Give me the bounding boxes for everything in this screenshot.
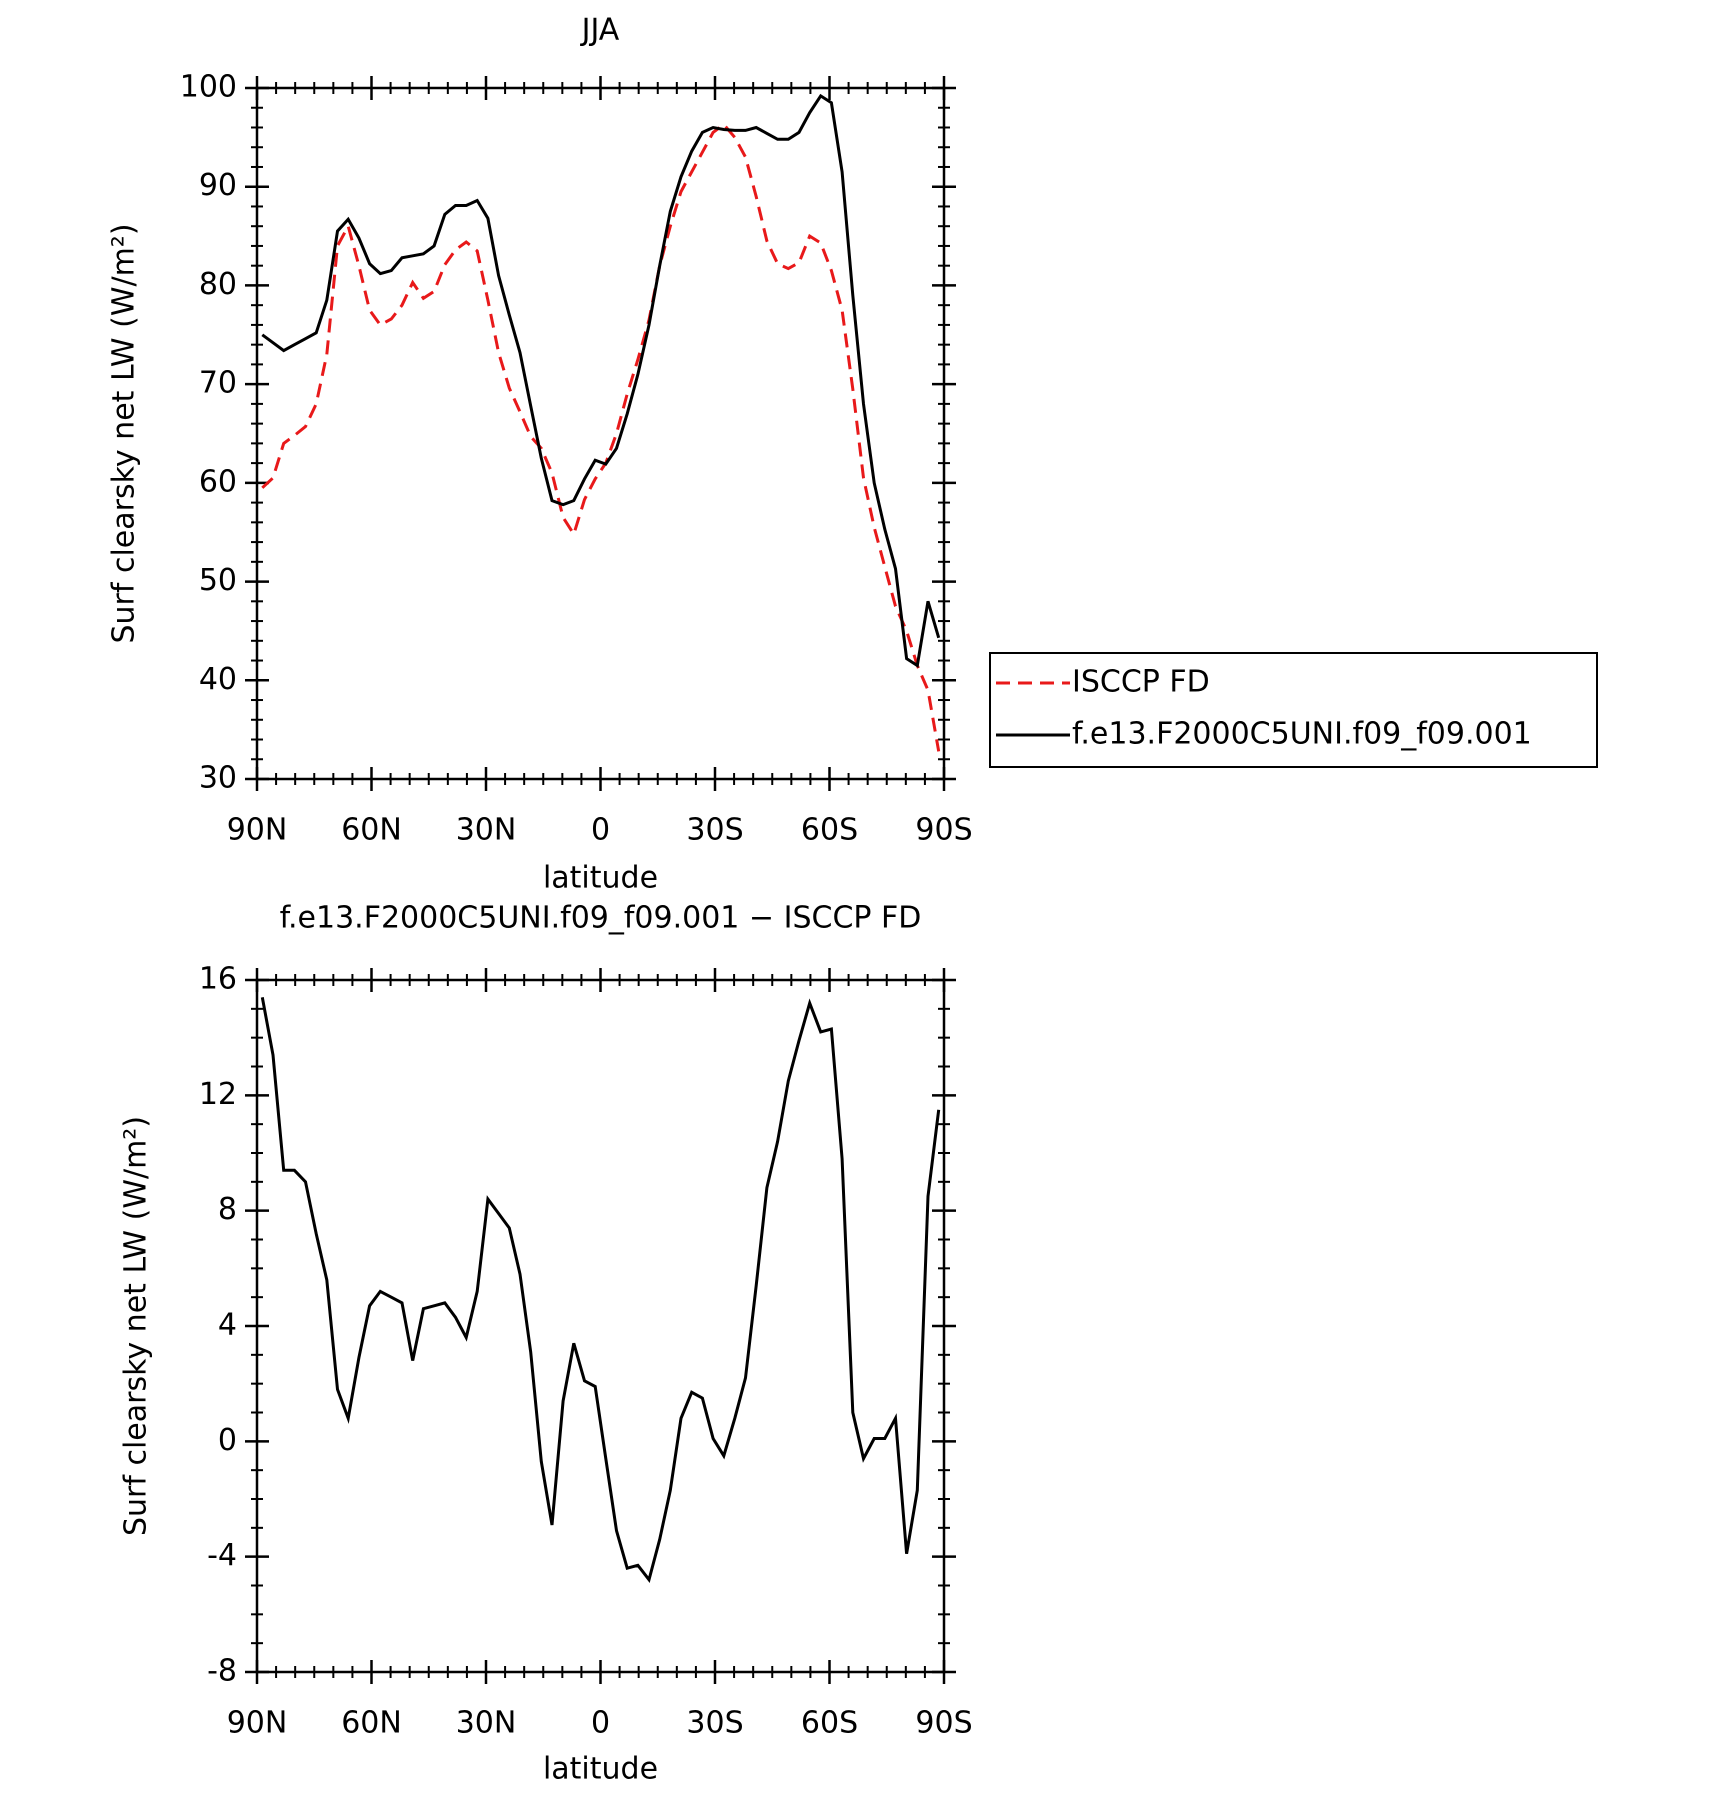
x-tick-label: 90S xyxy=(915,1706,972,1741)
x-tick-label: 30N xyxy=(456,813,517,848)
x-tick-label: 30S xyxy=(686,813,743,848)
chart-title: f.e13.F2000C5UNI.f09_f09.001 − ISCCP FD xyxy=(280,901,922,936)
y-tick-label: 70 xyxy=(199,366,237,401)
x-tick-label: 30S xyxy=(686,1706,743,1741)
x-tick-label: 60S xyxy=(801,813,858,848)
y-tick-label: -8 xyxy=(207,1654,237,1689)
y-axis-label: Surf clearsky net LW (W/m²) xyxy=(119,1116,154,1536)
x-tick-label: 60S xyxy=(801,1706,858,1741)
data-line xyxy=(261,122,941,752)
x-tick-label: 60N xyxy=(341,1706,402,1741)
y-tick-label: 60 xyxy=(199,464,237,499)
y-tick-label: 80 xyxy=(199,267,237,302)
y-axis-label: Surf clearsky net LW (W/m²) xyxy=(107,223,142,643)
y-tick-label: 90 xyxy=(199,168,237,203)
y-tick-label: 12 xyxy=(199,1077,237,1112)
plot-frame xyxy=(255,978,946,1674)
x-tick-label: 90S xyxy=(915,813,972,848)
x-tick-label: 30N xyxy=(456,1706,517,1741)
x-tick-label: 0 xyxy=(591,813,610,848)
x-tick-label: 90N xyxy=(227,1706,288,1741)
y-tick-label: 0 xyxy=(218,1423,237,1458)
y-tick-label: 16 xyxy=(199,962,237,997)
chart-title: JJA xyxy=(580,13,620,48)
y-tick-label: 40 xyxy=(199,662,237,697)
x-tick-label: 0 xyxy=(591,1706,610,1741)
x-tick-label: 60N xyxy=(341,813,402,848)
data-line xyxy=(261,93,941,668)
plot-frame xyxy=(255,86,946,781)
data-line xyxy=(260,997,941,1584)
x-axis-label: latitude xyxy=(543,1752,658,1787)
y-tick-label: 30 xyxy=(199,761,237,796)
y-tick-label: 50 xyxy=(199,563,237,598)
y-tick-label: -4 xyxy=(207,1538,237,1573)
legend-box xyxy=(989,652,1598,768)
y-tick-label: 100 xyxy=(180,70,237,105)
y-tick-label: 8 xyxy=(218,1192,237,1227)
x-tick-label: 90N xyxy=(227,813,288,848)
legend-label: f.e13.F2000C5UNI.f09_f09.001 xyxy=(1072,717,1532,752)
x-axis-label: latitude xyxy=(543,861,658,896)
legend-label: ISCCP FD xyxy=(1072,665,1210,700)
y-tick-label: 4 xyxy=(218,1308,237,1343)
